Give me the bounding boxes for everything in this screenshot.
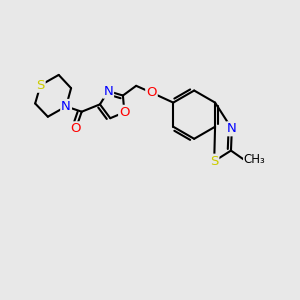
Text: N: N (227, 122, 237, 135)
Text: N: N (103, 85, 113, 98)
Text: CH₃: CH₃ (244, 153, 266, 166)
Text: N: N (61, 100, 71, 113)
Text: O: O (70, 122, 81, 135)
Text: O: O (146, 86, 157, 99)
Text: S: S (36, 79, 45, 92)
Text: S: S (210, 155, 218, 168)
Text: O: O (119, 106, 130, 119)
